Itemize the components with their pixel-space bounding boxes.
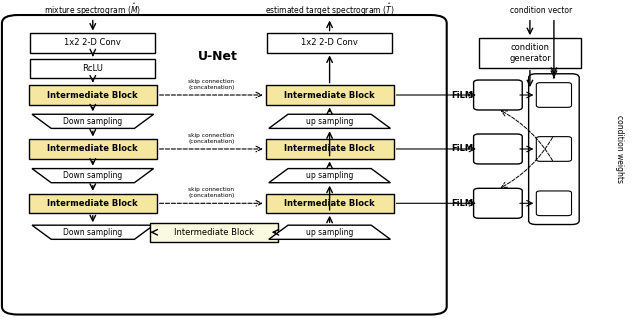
Text: FiLM: FiLM (451, 90, 474, 100)
Polygon shape (32, 225, 154, 239)
FancyBboxPatch shape (474, 188, 522, 218)
Text: Intermediate Block: Intermediate Block (284, 199, 375, 208)
FancyBboxPatch shape (268, 33, 392, 53)
Text: Intermediate Block: Intermediate Block (47, 199, 138, 208)
Text: condition
generator: condition generator (509, 43, 551, 63)
Text: Down sampling: Down sampling (63, 117, 122, 126)
Polygon shape (269, 114, 390, 128)
Text: Intermediate Block: Intermediate Block (174, 228, 255, 237)
Polygon shape (269, 168, 390, 183)
Text: Intermediate Block: Intermediate Block (284, 145, 375, 154)
Text: up sampling: up sampling (306, 171, 353, 180)
FancyBboxPatch shape (150, 223, 278, 242)
FancyBboxPatch shape (30, 59, 155, 78)
FancyBboxPatch shape (2, 15, 447, 314)
FancyBboxPatch shape (29, 85, 157, 105)
Polygon shape (32, 168, 154, 183)
Text: condition vector: condition vector (509, 6, 572, 15)
FancyBboxPatch shape (266, 194, 394, 213)
FancyBboxPatch shape (266, 139, 394, 159)
Text: RcLU: RcLU (83, 64, 103, 73)
FancyBboxPatch shape (479, 38, 581, 68)
FancyBboxPatch shape (29, 139, 157, 159)
Text: Down sampling: Down sampling (63, 171, 122, 180)
FancyBboxPatch shape (536, 83, 572, 107)
Text: Intermediate Block: Intermediate Block (284, 90, 375, 100)
Text: FiLM: FiLM (451, 145, 474, 154)
FancyBboxPatch shape (474, 134, 522, 164)
Text: Down sampling: Down sampling (63, 228, 122, 237)
Text: Intermediate Block: Intermediate Block (47, 145, 138, 154)
Text: Intermediate Block: Intermediate Block (47, 90, 138, 100)
Text: skip connection
(concatenation): skip connection (concatenation) (188, 187, 234, 198)
FancyBboxPatch shape (474, 80, 522, 110)
Text: up sampling: up sampling (306, 117, 353, 126)
Text: condition weights: condition weights (615, 115, 624, 183)
FancyBboxPatch shape (529, 74, 579, 224)
FancyBboxPatch shape (29, 194, 157, 213)
FancyBboxPatch shape (266, 85, 394, 105)
FancyBboxPatch shape (536, 137, 572, 161)
Text: skip connection
(concatenation): skip connection (concatenation) (188, 133, 234, 144)
Text: 1x2 2-D Conv: 1x2 2-D Conv (65, 38, 121, 48)
Text: estimated target spectrogram ($\hat{T}$): estimated target spectrogram ($\hat{T}$) (265, 2, 394, 18)
Text: up sampling: up sampling (306, 228, 353, 237)
Polygon shape (32, 114, 154, 128)
Text: FiLM: FiLM (451, 199, 474, 208)
FancyBboxPatch shape (30, 33, 155, 53)
Text: 1x2 2-D Conv: 1x2 2-D Conv (301, 38, 358, 48)
Polygon shape (269, 225, 390, 239)
Text: skip connection
(concatenation): skip connection (concatenation) (188, 79, 234, 90)
FancyBboxPatch shape (536, 191, 572, 215)
Text: U-Net: U-Net (198, 50, 237, 63)
Text: mixture spectrogram ($\hat{M}$): mixture spectrogram ($\hat{M}$) (44, 2, 141, 18)
